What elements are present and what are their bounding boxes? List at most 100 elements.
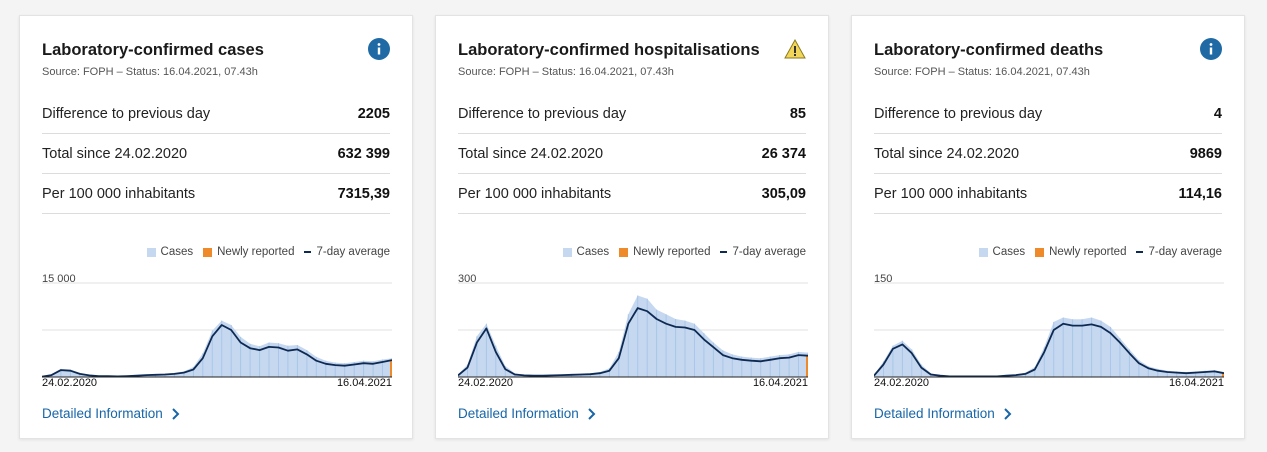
x-axis-end-label: 16.04.2021 [336, 377, 392, 389]
x-axis-start-label: 24.02.2020 [458, 377, 514, 389]
stat-value: 4 [1213, 105, 1222, 122]
stat-value: 9869 [1189, 145, 1222, 162]
legend-label: Cases [160, 246, 194, 258]
info-icon[interactable] [368, 38, 390, 60]
case-bar [1185, 372, 1187, 377]
case-bar [1072, 319, 1074, 377]
case-bar [1195, 371, 1197, 377]
stat-row-per-100000: Per 100 000 inhabitants 7315,39 [42, 174, 390, 214]
stat-row-total: Total since 24.02.2020 632 399 [42, 134, 390, 174]
case-bar [798, 351, 799, 377]
chart[interactable]: 150 24.02.2020 16.04.2021 [874, 271, 1224, 391]
case-bar [892, 345, 894, 377]
case-bar [79, 372, 81, 377]
legend-label: 7-day average [732, 246, 806, 258]
case-bar [901, 340, 903, 377]
y-axis-max-label: 15 000 [42, 273, 76, 285]
case-bar [173, 372, 175, 377]
legend-item-cases[interactable]: Cases [146, 246, 194, 258]
case-bar [750, 357, 752, 377]
card-source: Source: FOPH – Status: 16.04.2021, 07.43… [42, 66, 258, 78]
stat-row-difference: Difference to previous day 2205 [42, 94, 390, 134]
stat-value: 114,16 [1178, 185, 1222, 202]
card-title: Laboratory-confirmed deaths [874, 41, 1104, 59]
link-label: Detailed Information [42, 406, 163, 421]
case-bar [495, 345, 497, 377]
case-bar [1043, 346, 1045, 377]
info-icon[interactable] [1200, 38, 1222, 60]
case-bar [334, 362, 336, 377]
case-bar [580, 373, 582, 377]
case-bar [788, 354, 790, 377]
stats-table: Difference to previous day 4 Total since… [874, 94, 1222, 214]
case-bar [353, 362, 355, 377]
case-bar [372, 361, 374, 377]
case-bar [268, 342, 270, 377]
legend-item-7-day-average[interactable]: 7-day average [304, 246, 390, 258]
case-bar [485, 323, 487, 377]
case-bar [1110, 326, 1111, 377]
warning-icon[interactable] [784, 38, 806, 60]
legend-item-cases[interactable]: Cases [978, 246, 1026, 258]
detailed-information-link[interactable]: Detailed Information [874, 406, 1013, 421]
case-bar [883, 361, 884, 377]
case-bar [722, 350, 724, 377]
case-bar [741, 356, 743, 377]
legend-item-cases[interactable]: Cases [562, 246, 610, 258]
case-bar [1166, 370, 1168, 377]
newly-reported-bar [806, 355, 808, 377]
legend-label: Cases [992, 246, 1026, 258]
legend-swatch-cases [562, 247, 572, 257]
case-bar [1147, 366, 1149, 377]
legend-label: Newly reported [633, 246, 711, 258]
stat-label: Per 100 000 inhabitants [42, 185, 196, 202]
chart[interactable]: 300 24.02.2020 16.04.2021 [458, 271, 808, 391]
x-axis-start-label: 24.02.2020 [874, 377, 930, 389]
stat-value: 2205 [357, 105, 390, 122]
case-bar [731, 354, 733, 377]
case-bar [1138, 360, 1140, 377]
case-bar [675, 319, 677, 377]
case-bar [712, 342, 714, 377]
legend-item-7-day-average[interactable]: 7-day average [720, 246, 806, 258]
legend-item-newly-reported[interactable]: Newly reported [619, 246, 710, 258]
chevron-right-icon [588, 407, 596, 420]
case-bar [363, 360, 365, 377]
legend-swatch-cases [978, 247, 988, 257]
detailed-information-link[interactable]: Detailed Information [42, 406, 181, 421]
newly-reported-bar [1222, 372, 1224, 377]
detailed-information-link[interactable]: Detailed Information [458, 406, 597, 421]
stat-value: 632 399 [337, 145, 390, 162]
y-axis-max-label: 150 [874, 273, 893, 285]
case-bar [656, 309, 658, 377]
case-bar [665, 314, 667, 377]
y-axis-max-label: 300 [458, 273, 477, 285]
case-bar [1034, 367, 1036, 377]
case-bar [1081, 319, 1083, 377]
case-bar [287, 345, 289, 377]
stat-value: 85 [789, 105, 806, 122]
case-bar [60, 368, 62, 377]
case-bar [684, 320, 686, 377]
legend-swatch-cases [146, 247, 156, 257]
case-bar [769, 356, 771, 377]
chart[interactable]: 15 000 24.02.2020 16.04.2021 [42, 271, 392, 391]
case-bar [504, 366, 506, 377]
stat-row-per-100000: Per 100 000 inhabitants 305,09 [458, 174, 806, 214]
card-deaths: Laboratory-confirmed deaths Source: FOPH… [851, 15, 1245, 439]
case-bar [1204, 370, 1206, 377]
chart-plot [42, 282, 392, 378]
link-label: Detailed Information [874, 406, 995, 421]
legend-item-7-day-average[interactable]: 7-day average [1136, 246, 1222, 258]
legend-item-newly-reported[interactable]: Newly reported [203, 246, 294, 258]
case-bar [467, 364, 468, 377]
legend-swatch-newly-reported [203, 247, 213, 257]
case-bar [1100, 320, 1102, 377]
stat-label: Difference to previous day [42, 105, 211, 122]
stats-table: Difference to previous day 85 Total sinc… [458, 94, 806, 214]
stat-label: Difference to previous day [458, 105, 627, 122]
chevron-right-icon [172, 407, 180, 420]
legend-label: Cases [576, 246, 610, 258]
legend-item-newly-reported[interactable]: Newly reported [1035, 246, 1126, 258]
case-bar [1176, 371, 1178, 377]
